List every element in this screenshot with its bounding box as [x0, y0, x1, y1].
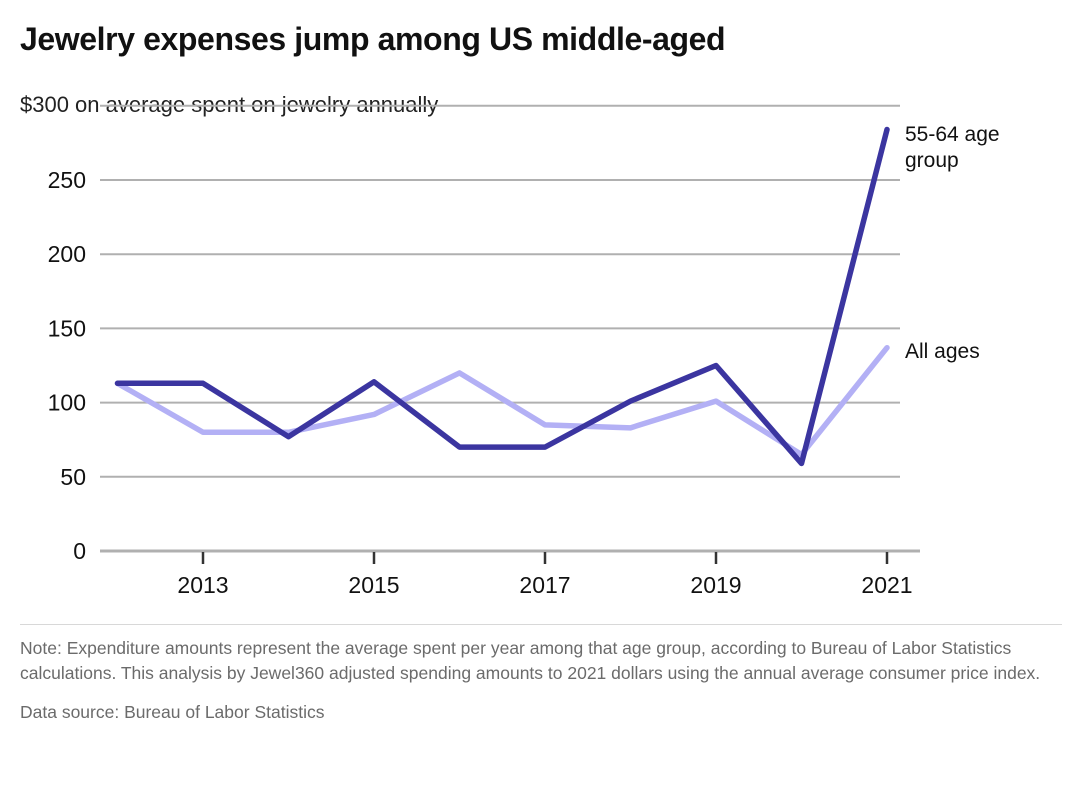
x-tick-label: 2013: [177, 572, 228, 598]
x-tick-label: 2017: [519, 572, 570, 598]
y-tick-label: 0: [73, 538, 86, 564]
chart-subtitle: $300 on average spent on jewelry annuall…: [20, 92, 439, 117]
chart-y-tick-labels: 0 50 100 150 200 250: [48, 167, 86, 564]
chart-x-tick-labels: 2013 2015 2017 2019 2021: [177, 572, 912, 598]
chart-gridlines: [100, 104, 900, 552]
chart-plot-area: 0 50 100 150 200 250 2013 2015 2017 2019 2021: [48, 104, 920, 598]
series-line-55-64-age-group: [114, 126, 890, 467]
y-tick-label: 250: [48, 167, 86, 193]
series-label-55-64-age-group: 55-64 age group: [905, 123, 1000, 172]
chart-x-axis: [100, 549, 920, 564]
chart-series-lines: [114, 126, 890, 467]
y-tick-label: 150: [48, 315, 86, 341]
chart-footer: Note: Expenditure amounts represent the …: [20, 636, 1062, 724]
x-tick-label: 2021: [861, 572, 912, 598]
x-tick-label: 2019: [690, 572, 741, 598]
series-line-all-ages: [114, 344, 890, 458]
footnote-note: Note: Expenditure amounts represent the …: [20, 638, 1041, 683]
y-tick-label: 50: [60, 464, 86, 490]
footer-divider: [20, 624, 1062, 625]
x-tick-label: 2015: [348, 572, 399, 598]
page-title: Jewelry expenses jump among US middle-ag…: [20, 21, 726, 57]
footnote-data-source: Data source: Bureau of Labor Statistics: [20, 702, 325, 722]
line-chart-svg: 0 50 100 150 200 250 2013 2015 2017 2019 2021: [48, 104, 920, 598]
series-label-all-ages: All ages: [905, 340, 980, 363]
y-tick-label: 200: [48, 241, 86, 267]
y-tick-label: 100: [48, 390, 86, 416]
